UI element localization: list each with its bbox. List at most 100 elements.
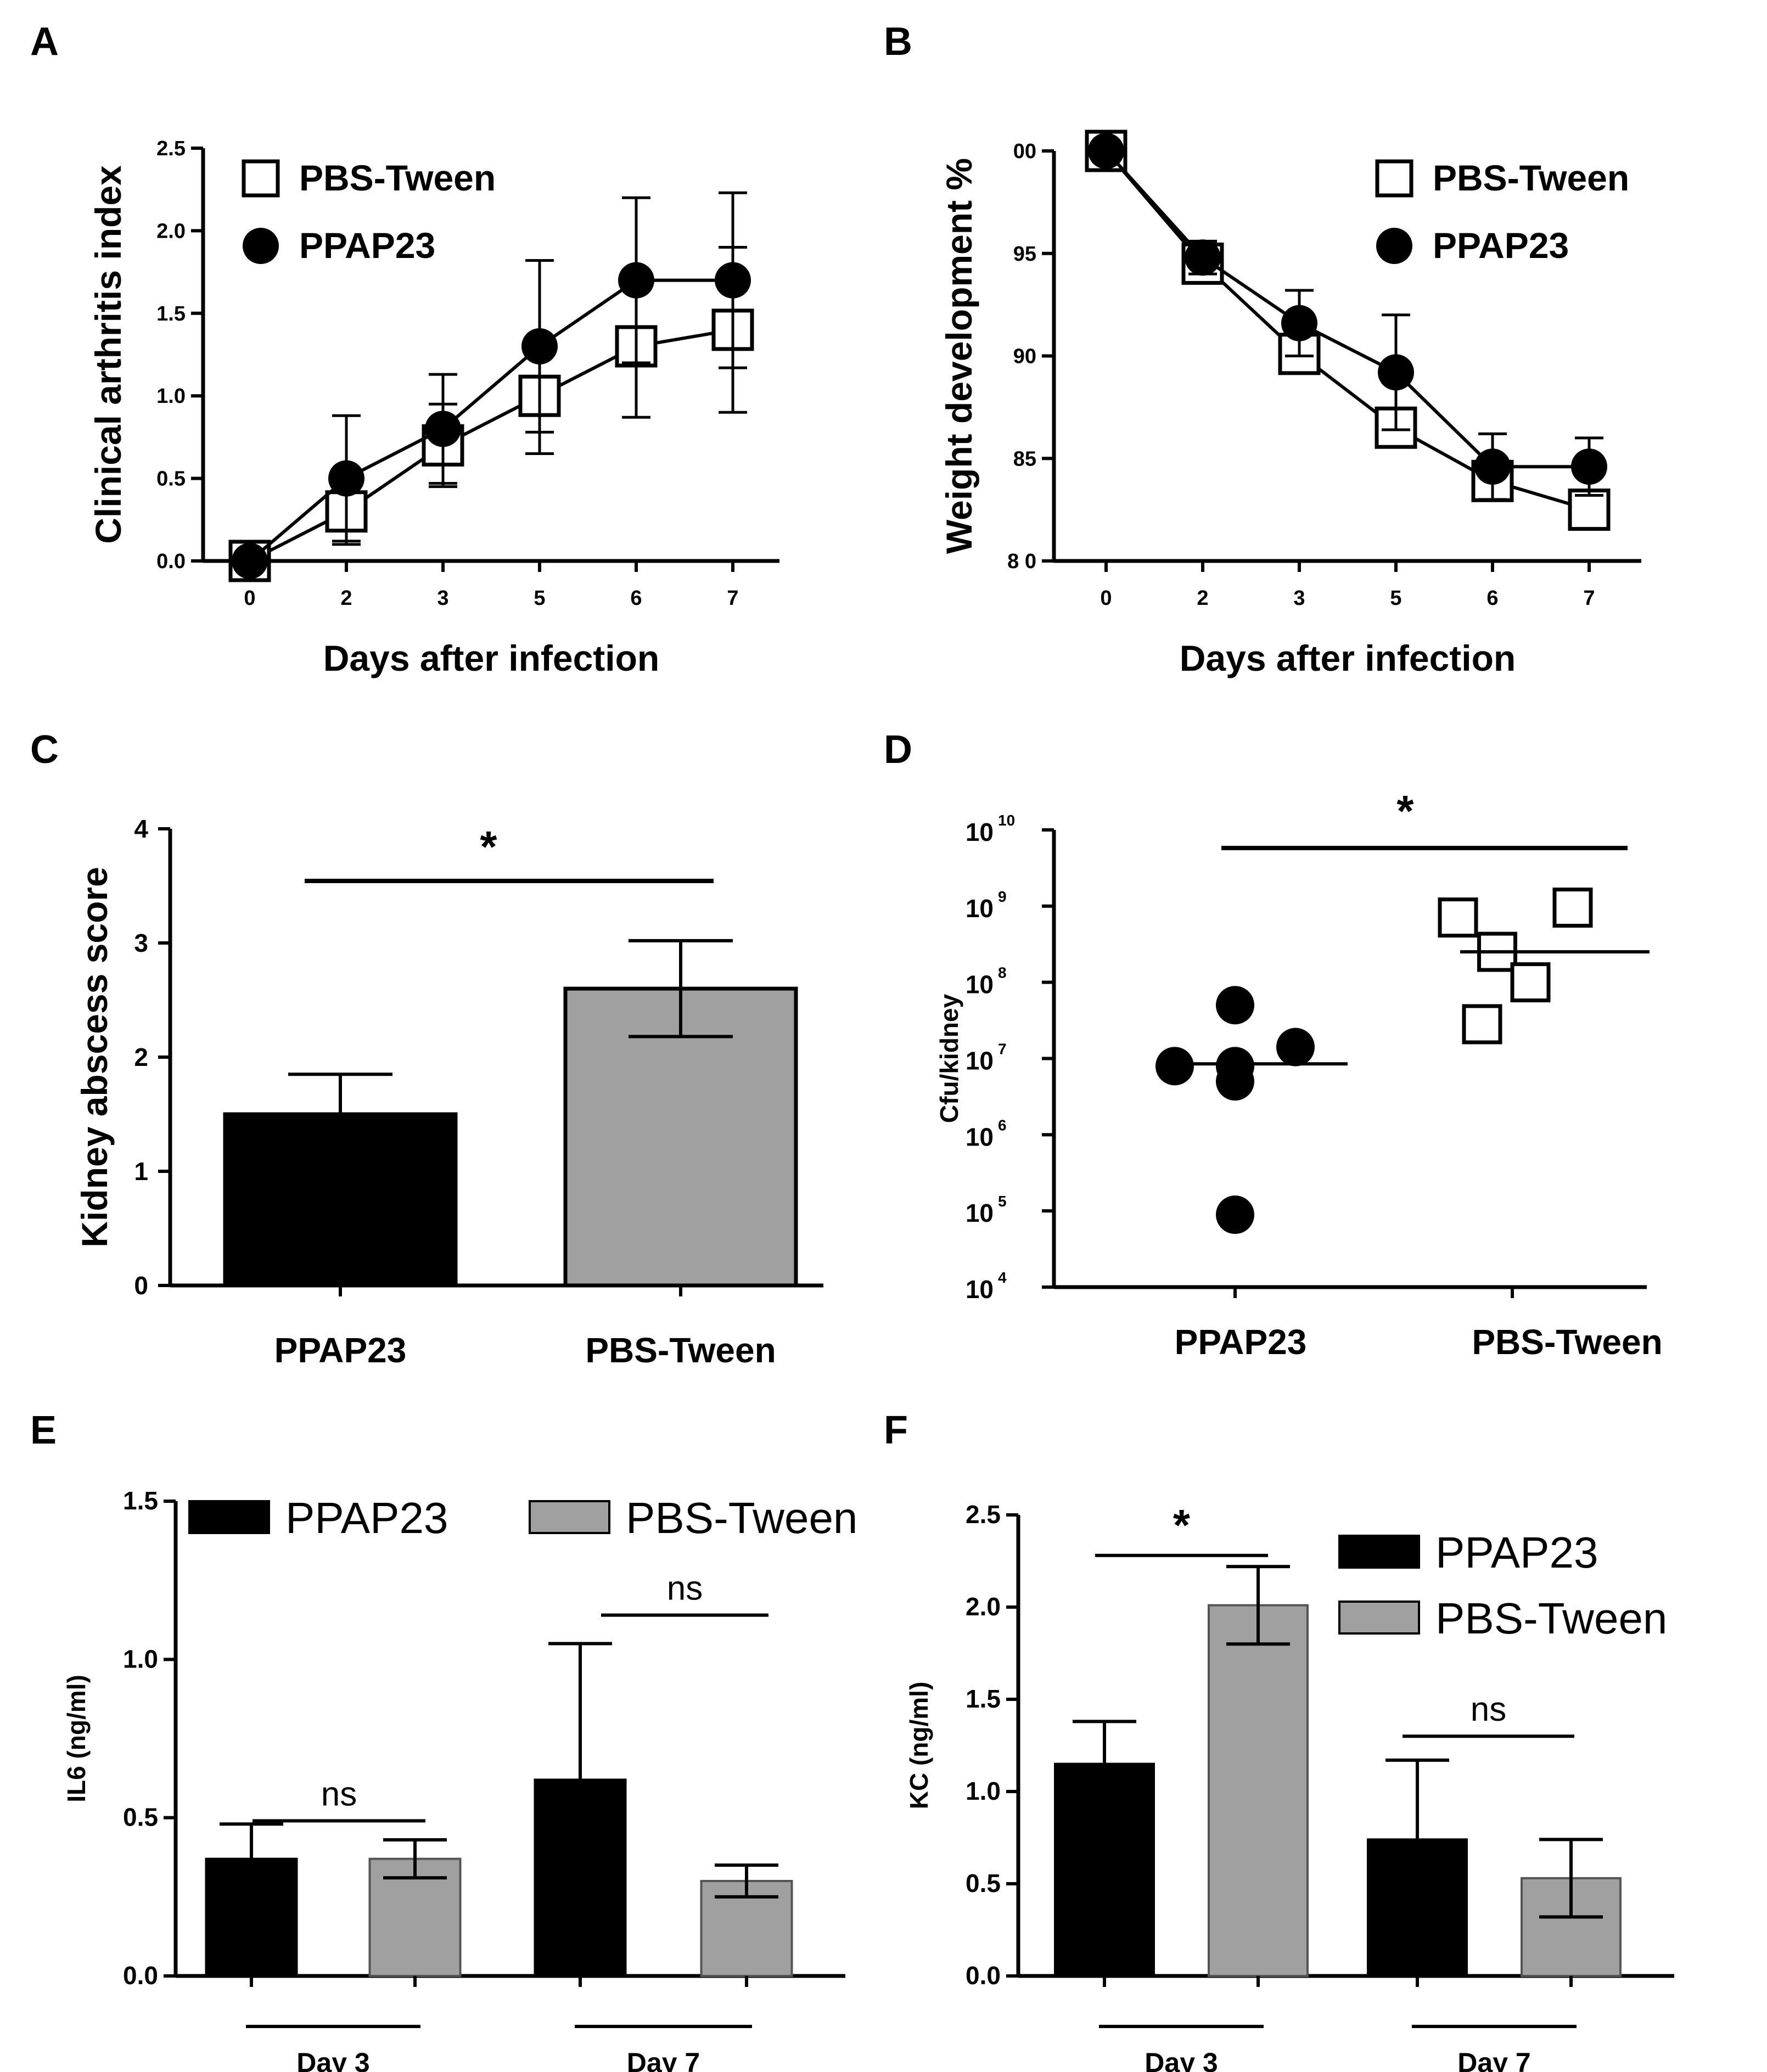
error-bar [1073,1720,1136,1808]
y-tick-label-exponent: 7 [998,1041,1007,1058]
x-axis-title: Days after infection [1180,638,1516,678]
error-bar [715,1863,778,1899]
x-axis-title: Days after infection [323,638,660,678]
legend-label: PBS-Tween [626,1493,857,1542]
data-point [1216,986,1254,1025]
x-tick-label: 3 [437,587,448,610]
data-point [1462,1004,1502,1045]
y-tick-label-base: 10 [966,818,994,846]
chart-panel-f: 0.0 0.5 1.0 1.5 2.0 2.5 KC (ng/ml) Day 3 * Day 7 n… [905,1500,1674,2072]
y-tick-label: 1.0 [966,1777,1001,1805]
y-axis-title: IL6 (ng/ml) [62,1675,91,1803]
panel-letter-d: D [884,728,912,772]
legend-label: PPAP23 [1433,225,1569,266]
y-axis-title: KC (ng/ml) [905,1682,933,1810]
y-axis-title: Kidney abscess score [74,867,115,1247]
panel-letter-a: A [30,20,59,64]
x-tick-label: 6 [630,587,642,610]
y-axis-title: Clinical arthritis index [88,165,128,544]
legend-label: PBS-Tween [1433,158,1629,198]
x-tick-label: 5 [1390,587,1401,610]
y-tick-label: 90 [1013,345,1036,368]
y-tick-label: 0.5 [123,1803,158,1832]
panel-letter-c: C [30,728,59,772]
y-tick-label: 2.0 [156,220,186,243]
y-tick-label: 1.5 [156,302,186,325]
panel-letter-f: F [884,1408,908,1452]
y-tick-label: 0.5 [966,1869,1001,1897]
error-bar [288,1073,392,1156]
data-point [1276,1027,1315,1066]
error-bar [220,1822,283,1896]
x-category-label: PBS-Tween [585,1330,776,1370]
group-label: Day 3 [1145,2047,1218,2072]
series-ppap23 [232,191,751,579]
data-point [425,411,461,447]
significance-marker: ns [667,1570,703,1608]
chart-panel-a: 0.0 0.5 1.0 1.5 2.0 2.5 0 2 3 5 6 7 Days after infec… [88,137,779,678]
data-point [1438,897,1478,938]
y-tick-label-exponent: 8 [998,964,1007,981]
y-tick-label: 0.5 [156,468,186,491]
legend-label: PBS-Tween [299,158,496,198]
y-tick-label-base: 10 [966,1275,994,1304]
legend-swatch [1338,1535,1420,1569]
y-tick-label: 2 [134,1043,148,1071]
data-point [618,262,654,299]
legend-marker [1376,228,1412,264]
chart-panel-e: 0.0 0.5 1.0 1.5 IL6 (ng/ml) Day 3 ns Day 7 ns PPA… [62,1486,857,2072]
legend-swatch [188,1500,270,1534]
x-tick-label: 0 [1100,587,1112,610]
x-tick-label: 2 [1197,587,1208,610]
chart-panel-c: 0 1 2 3 4 Kidney abscess score PPAP23 PBS-Tween… [74,815,823,1370]
y-axis-title: Weight development % [939,158,979,554]
data-point [1474,448,1511,485]
y-tick-label: 4 [134,815,148,843]
data-point [1571,448,1607,485]
data-point [1281,305,1317,341]
legend-label: PPAP23 [299,225,435,266]
data-point [1510,962,1551,1003]
legend-swatch [529,1500,610,1534]
significance-marker: * [480,822,497,871]
error-bar [383,1838,447,1880]
data-point [232,543,268,579]
legend-label: PPAP23 [285,1493,448,1542]
data-point [1088,133,1124,169]
y-axis-title: Cfu/kidney [935,994,963,1124]
y-tick-label: 1.0 [123,1644,158,1673]
y-tick-label: 0.0 [156,550,186,573]
data-point [1378,354,1414,391]
data-point [1568,488,1611,531]
error-bar [1385,1758,1449,1921]
y-tick-label-base: 10 [966,1047,994,1075]
y-tick-label: 0.0 [966,1961,1001,1990]
y-tick-label-exponent: 9 [998,888,1007,905]
y-tick-label: 1.5 [123,1486,158,1515]
group-label: Day 3 [296,2047,369,2072]
y-tick-label: 1.0 [156,385,186,408]
significance-marker: * [1396,787,1414,835]
y-tick-label: 2.5 [966,1500,1001,1529]
significance-marker: * [1173,1501,1191,1549]
significance-marker: ns [321,1775,357,1813]
y-tick-label: 00 [1013,140,1036,163]
y-tick-label: 8 0 [1007,550,1036,573]
legend-label: PBS-Tween [1435,1594,1667,1643]
y-tick-label: 95 [1013,243,1036,266]
error-bar [1226,1565,1290,1646]
significance-marker: ns [1471,1691,1506,1728]
series-line [249,328,733,563]
x-tick-label: 7 [727,587,738,610]
y-tick-label: 2.5 [156,137,186,160]
y-tick-label: 0 [134,1271,148,1300]
x-category-label: PPAP23 [274,1330,407,1370]
y-tick-label: 3 [134,929,148,957]
data-point [1216,1062,1254,1101]
group-label: Day 7 [1457,2047,1530,2072]
x-category-label: PBS-Tween [1472,1322,1662,1362]
data-point [715,262,751,299]
